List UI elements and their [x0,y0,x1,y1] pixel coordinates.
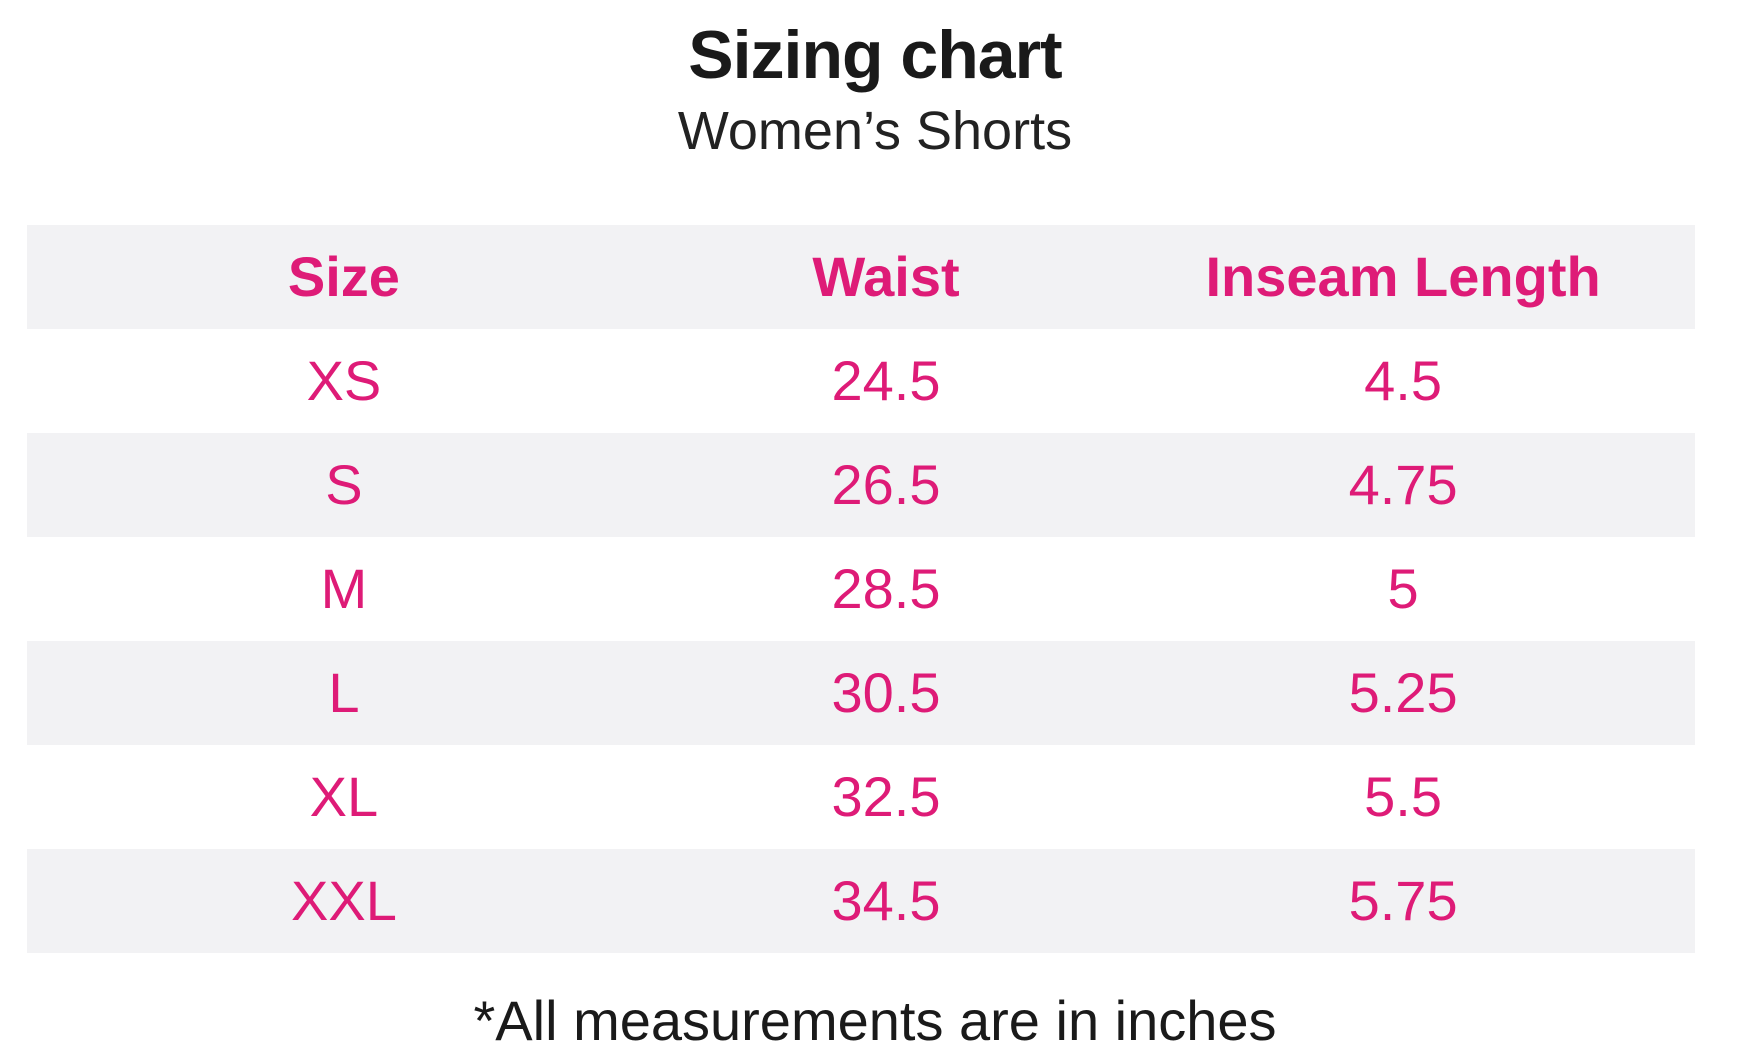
cell-size: XS [306,349,382,412]
table-row: XS 24.5 4.5 [27,329,1695,433]
column-header-waist: Waist [660,225,1112,329]
cell-waist: 32.5 [831,765,941,828]
size-table: Size Waist Inseam Length XS 24.5 4.5 S 26.5 4… [27,225,1695,953]
cell-size: XL [309,765,379,828]
cell-inseam-length: 5.5 [1364,765,1443,828]
cell-waist: 30.5 [660,641,1112,745]
table-row: M 28.5 5 [27,537,1695,641]
cell-inseam-length: 5.25 [1111,641,1695,745]
table-row: XL 32.5 5.5 [27,745,1695,849]
page-subtitle: Women’s Shorts [677,101,1073,161]
column-header-inseam-length: Inseam Length [1111,225,1695,329]
cell-waist: 24.5 [831,349,941,412]
sizing-chart-page: Sizing chart Women’s Shorts Size Waist I… [0,16,1750,1056]
cell-size: S [27,433,661,537]
page-title: Sizing chart [688,17,1062,93]
column-header-size: Size [27,225,661,329]
cell-size: M [320,557,368,620]
cell-waist: 26.5 [660,433,1112,537]
cell-waist: 28.5 [831,557,941,620]
cell-waist: 34.5 [660,849,1112,953]
size-table-body: XS 24.5 4.5 S 26.5 4.75 M 28.5 5 L 30.5 5.25 XL 32.5 5… [27,329,1695,953]
cell-inseam-length: 4.5 [1364,349,1443,412]
cell-inseam-length: 5 [1387,557,1419,620]
table-row: L 30.5 5.25 [27,641,1695,745]
measurements-footnote: *All measurements are in inches [473,989,1277,1052]
table-row: S 26.5 4.75 [27,433,1695,537]
cell-inseam-length: 4.75 [1111,433,1695,537]
cell-size: L [27,641,661,745]
cell-size: XXL [27,849,661,953]
table-row: XXL 34.5 5.75 [27,849,1695,953]
cell-inseam-length: 5.75 [1111,849,1695,953]
table-header-row: Size Waist Inseam Length [27,225,1695,329]
size-table-container: Size Waist Inseam Length XS 24.5 4.5 S 26.5 4… [27,225,1695,953]
